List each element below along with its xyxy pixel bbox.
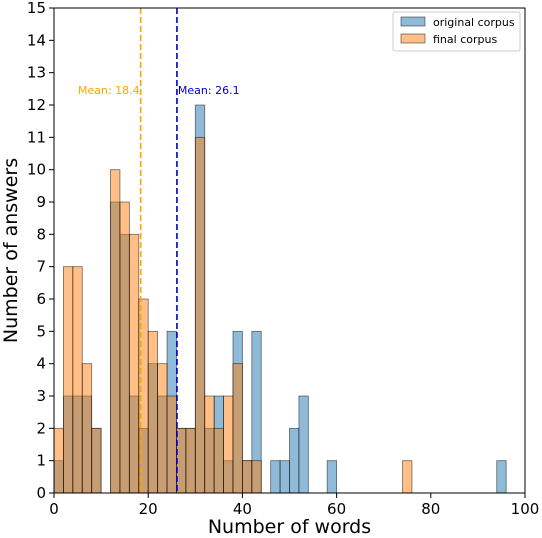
bar-final-corpus <box>72 266 83 494</box>
bar-final-corpus <box>223 395 234 494</box>
bar-final-corpus <box>204 395 215 494</box>
legend-label-final-corpus: final corpus <box>433 33 497 46</box>
bar-final-corpus <box>185 427 196 494</box>
bar-original-corpus <box>279 460 290 494</box>
x-tick-label: 100 <box>511 500 540 518</box>
bar-final-corpus <box>91 427 102 494</box>
y-tick-label: 1 <box>36 452 46 470</box>
y-tick-label: 3 <box>36 387 46 405</box>
bar-final-corpus <box>241 460 253 494</box>
y-tick-label: 14 <box>27 31 46 49</box>
y-tick-label: 7 <box>36 258 46 276</box>
y-tick-label: 8 <box>36 225 46 243</box>
bars-layer <box>53 104 507 494</box>
plot-frame <box>53 7 526 494</box>
y-axis-label: Number of answers <box>0 158 22 343</box>
bar-final-corpus <box>128 233 140 494</box>
y-tick-label: 0 <box>36 484 46 502</box>
y-tick-label: 2 <box>36 419 46 437</box>
bar-final-corpus <box>232 363 243 494</box>
bar-final-corpus <box>53 427 64 494</box>
bar-final-corpus <box>251 460 262 494</box>
bar-final-corpus <box>176 427 187 494</box>
bar-final-corpus <box>157 363 168 494</box>
x-tick-label: 80 <box>421 500 440 518</box>
bar-final-corpus <box>402 460 413 494</box>
y-tick-label: 11 <box>27 128 46 146</box>
bar-original-corpus <box>289 427 300 494</box>
y-tick-label: 10 <box>27 161 46 179</box>
bar-final-corpus <box>110 169 121 494</box>
bar-original-corpus <box>298 395 309 494</box>
y-tick-label: 6 <box>36 290 46 308</box>
y-tick-label: 4 <box>36 355 46 373</box>
x-tick-label: 20 <box>139 500 158 518</box>
legend-swatch-final-corpus <box>400 33 426 44</box>
x-tick-label: 0 <box>49 500 59 518</box>
bar-final-corpus <box>213 427 224 494</box>
y-tick-label: 15 <box>27 0 46 17</box>
bar-original-corpus <box>270 460 281 494</box>
legend: original corpus final corpus <box>392 11 521 52</box>
y-tick-label: 9 <box>36 193 46 211</box>
bar-final-corpus <box>119 201 130 494</box>
x-tick-label: 40 <box>233 500 252 518</box>
y-tick-label: 13 <box>27 64 46 82</box>
y-tick-label: 12 <box>27 96 46 114</box>
bar-final-corpus <box>147 330 159 494</box>
bar-final-corpus <box>194 136 206 494</box>
x-axis-label: Number of words <box>208 516 371 538</box>
bar-original-corpus <box>496 460 507 494</box>
x-tick-label: 60 <box>327 500 346 518</box>
legend-swatch-original-corpus <box>400 16 426 27</box>
legend-label-original-corpus: original corpus <box>433 16 515 29</box>
mean-lines-layer: Mean: 18.4 Mean: 26.1 <box>78 8 240 493</box>
mean-label: Mean: 18.4 <box>78 84 140 97</box>
bar-original-corpus <box>326 460 337 494</box>
x-axis-ticks: 0 20 40 60 80 100 <box>49 493 539 518</box>
y-tick-label: 5 <box>36 322 46 340</box>
bar-final-corpus <box>63 266 74 494</box>
bar-final-corpus <box>81 363 93 494</box>
bar-final-corpus <box>166 395 177 494</box>
mean-label: Mean: 26.1 <box>178 84 240 97</box>
